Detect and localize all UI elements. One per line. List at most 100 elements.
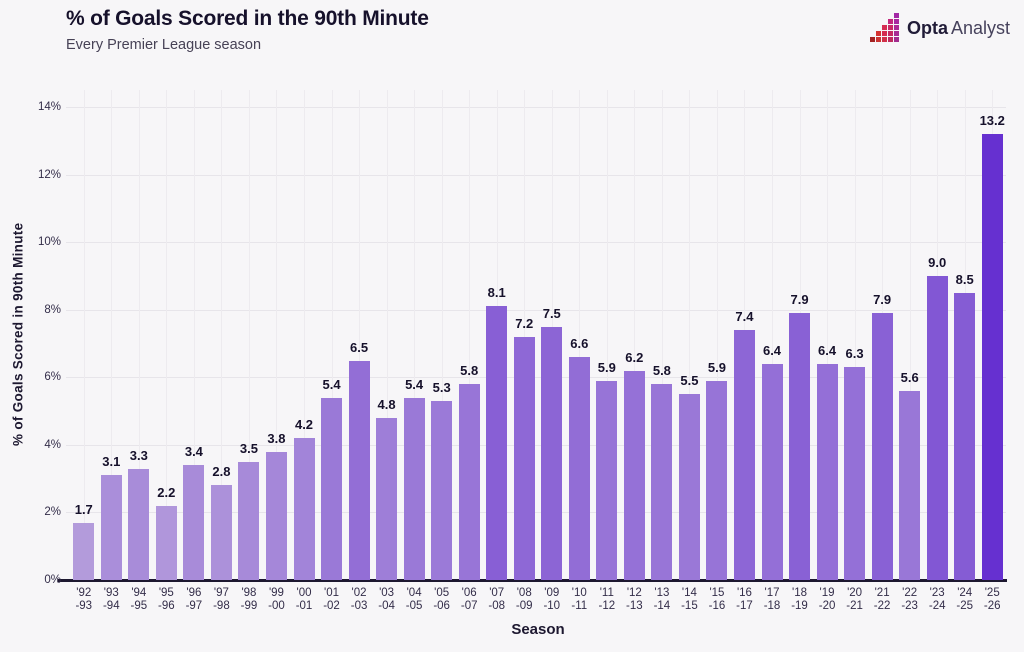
logo-pixel: [887, 19, 893, 24]
bar-value-label: 4.2: [294, 417, 314, 433]
bar-value-label: 13.2: [979, 113, 1005, 129]
bar-value-label: 5.5: [680, 373, 699, 389]
bar: [376, 417, 398, 580]
bar: [844, 367, 866, 580]
bar-value-label: 3.5: [239, 440, 258, 456]
v-gridline: [469, 90, 471, 580]
x-tick-line2: -19: [791, 600, 808, 612]
bar: [73, 522, 95, 580]
x-tick-line1: '98: [241, 587, 257, 599]
logo-pixel: [893, 19, 899, 24]
x-tick-label: '95 -96: [158, 587, 175, 613]
x-tick-line1: '95: [158, 587, 174, 599]
logo-pixel-empty: [882, 13, 887, 18]
x-tick-line1: '92: [76, 587, 92, 599]
v-gridline: [689, 90, 691, 580]
x-tick-label: '00 -01: [296, 587, 313, 613]
x-tick-line1: '19: [819, 587, 835, 599]
x-tick-line2: -21: [846, 600, 863, 612]
bar: [458, 384, 480, 580]
bar-value-label: 1.7: [74, 501, 93, 517]
x-tick-line2: -02: [323, 600, 340, 612]
logo-pixel-empty: [876, 25, 881, 30]
bar-value-label: 5.3: [432, 380, 451, 396]
x-tick-line1: '05: [434, 587, 450, 599]
v-gridline: [386, 90, 388, 580]
brand-name: Opta Analyst: [907, 18, 1010, 39]
bar-value-label: 9.0: [928, 255, 947, 271]
y-tick-label: 4%: [44, 438, 61, 451]
bar: [678, 394, 700, 580]
y-tick-label: 12%: [37, 168, 61, 181]
brand-name-analyst: Analyst: [950, 18, 1010, 38]
bar: [128, 468, 150, 580]
bar: [541, 326, 563, 580]
x-tick-line2: -12: [598, 600, 616, 612]
x-tick-line1: '16: [736, 587, 752, 599]
bar-value-label: 3.1: [102, 454, 121, 470]
bar-value-label: 6.4: [762, 342, 782, 358]
x-tick-label: '08 -09: [516, 587, 533, 613]
bar: [293, 438, 315, 580]
v-gridline: [331, 90, 333, 580]
x-tick-line1: '20: [847, 587, 863, 599]
logo-pixel: [881, 37, 887, 42]
v-gridline: [83, 90, 85, 580]
x-tick-label: '18 -19: [791, 587, 808, 613]
x-tick-label: '16 -17: [736, 587, 753, 613]
x-tick-label: '05 -06: [433, 587, 450, 613]
bar-value-label: 6.5: [350, 339, 369, 355]
logo-pixel-empty: [882, 19, 887, 24]
logo-pixel: [881, 31, 887, 36]
bar: [100, 475, 122, 580]
logo-pixel-empty: [870, 25, 875, 30]
x-tick-line1: '09: [544, 587, 560, 599]
x-tick-line1: '99: [268, 587, 284, 599]
bar-value-label: 5.4: [322, 376, 341, 392]
bar-value-label: 2.2: [157, 484, 176, 500]
v-gridline: [304, 90, 305, 580]
logo-pixel-empty: [876, 13, 881, 18]
x-tick-label: '92 -93: [75, 587, 92, 613]
x-tick-line1: '01: [324, 587, 340, 599]
x-tick-label: '22 -23: [901, 587, 918, 613]
x-tick-line1: '96: [186, 587, 202, 599]
chart-title: % of Goals Scored in the 90th Minute: [66, 7, 429, 30]
x-tick-line1: '14: [681, 587, 697, 599]
v-gridline: [661, 90, 663, 580]
x-tick-line2: -98: [213, 600, 230, 612]
v-gridline: [221, 90, 223, 580]
x-tick-line1: '24: [957, 587, 973, 599]
logo-pixel: [893, 25, 899, 30]
logo-pixel-empty: [870, 13, 875, 18]
x-tick-line2: -13: [626, 600, 643, 612]
bar: [926, 276, 948, 580]
x-tick-line2: -17: [736, 600, 753, 612]
bar: [155, 505, 177, 580]
bar-value-label: 3.4: [184, 444, 203, 460]
bar: [651, 384, 673, 580]
bar-value-label: 6.3: [845, 346, 864, 362]
x-tick-line2: -10: [543, 600, 561, 612]
bar-value-label: 5.8: [460, 363, 479, 379]
bar: [183, 465, 205, 580]
bar: [706, 380, 728, 580]
v-gridline: [138, 90, 140, 580]
bar: [899, 390, 921, 580]
x-tick-line1: '00: [296, 587, 312, 599]
logo-pixel: [893, 37, 899, 42]
v-gridline: [634, 90, 636, 580]
x-tick-label: '98 -99: [241, 587, 258, 613]
x-tick-line1: '22: [902, 587, 918, 599]
x-tick-label: '12 -13: [626, 587, 643, 613]
bar: [733, 330, 755, 580]
x-tick-line1: '02: [351, 587, 367, 599]
bar: [761, 363, 783, 580]
logo-pixel-empty: [888, 13, 893, 18]
x-tick-label: '94 -95: [131, 587, 148, 613]
x-tick-line1: '08: [516, 587, 532, 599]
logo-pixel: [887, 25, 893, 30]
h-gridline: [66, 242, 1006, 244]
x-tick-label: '15 -16: [709, 587, 726, 613]
bar-value-label: 6.6: [570, 336, 589, 352]
